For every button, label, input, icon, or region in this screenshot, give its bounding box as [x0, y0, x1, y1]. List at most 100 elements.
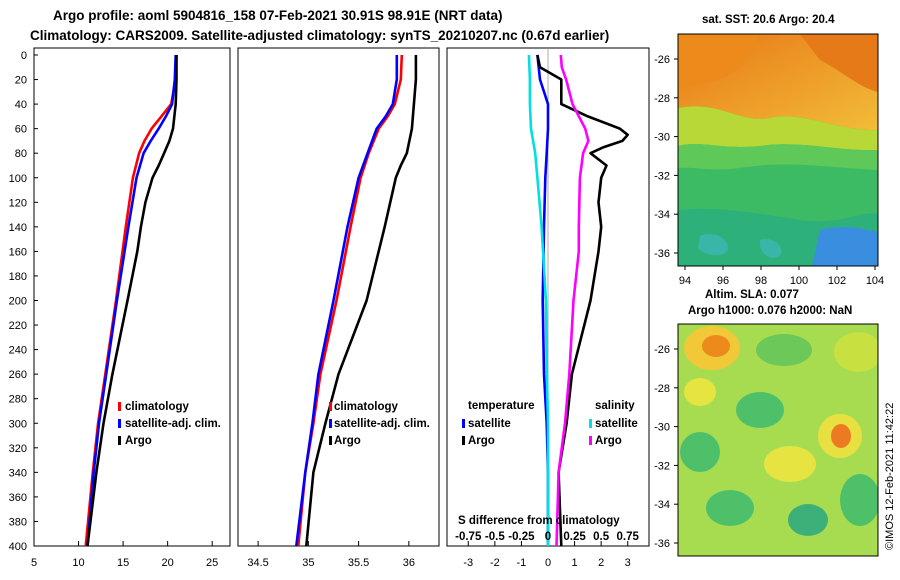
salinity-x-axis: 34.5 35 35.5 36 [247, 541, 415, 569]
legend-argo-swatch [329, 436, 332, 445]
legend-climatology-label: climatology [334, 401, 399, 413]
legend-temp-argo-label: Argo [468, 435, 495, 447]
sla-map-frame [677, 323, 879, 557]
climatology-line [84, 54, 178, 547]
map-y-tick-label: -30 [654, 422, 670, 434]
sst-map-x-axis: 94 96 98 100 102 104 [679, 266, 884, 287]
map-y-tick-label: -28 [654, 93, 670, 105]
salinity-lines [295, 54, 418, 547]
header-line1: Argo profile: aoml 5904816_158 07-Feb-20… [53, 8, 502, 23]
difference-lines [527, 48, 630, 547]
salinity-legend: climatology satellite-adj. clim. Argo [329, 401, 430, 447]
depth-tick-label: 360 [9, 492, 27, 504]
legend-sal-argo-label: Argo [595, 435, 622, 447]
legend-satellite-swatch [118, 419, 121, 428]
depth-tick-label: 60 [15, 124, 27, 136]
salinity-tick-label: -0.5 [485, 531, 505, 543]
temperature-x-axis: 5 10 15 20 25 [31, 541, 218, 569]
salinity-frame [237, 47, 440, 547]
sal-argo-line [555, 54, 590, 547]
map-y-tick-label: -26 [654, 54, 670, 66]
depth-tick-label: 20 [15, 75, 27, 87]
legend-satellite-label: satellite-adj. clim. [125, 418, 221, 430]
satellite-line [295, 55, 399, 547]
depth-tick-label: 200 [9, 296, 27, 308]
map-y-tick-label: -30 [654, 132, 670, 144]
legend-sal-argo-swatch [589, 436, 592, 445]
depth-tick-label: 40 [15, 99, 27, 111]
sla-map-y-axis: -26 -28 -30 -32 -34 -36 [654, 344, 678, 550]
salinity-diff-ticks: -0.75 -0.5 -0.25 0 0.25 0.5 0.75 [455, 531, 639, 543]
legend-climatology-swatch [118, 402, 121, 411]
x-tick-label: -3 [463, 557, 473, 569]
legend-satellite-swatch [329, 419, 332, 428]
map-x-tick-label: 100 [790, 275, 808, 287]
sst-map-title: sat. SST: 20.6 Argo: 20.4 [702, 14, 835, 26]
map-y-tick-label: -34 [654, 209, 670, 221]
map-x-tick-label: 96 [717, 275, 729, 287]
x-tick-label: 10 [72, 557, 84, 569]
salinity-tick-label: 0.5 [593, 531, 610, 543]
map-x-tick-label: 102 [828, 275, 846, 287]
depth-tick-label: 160 [9, 246, 27, 258]
temp-argo-line [536, 54, 630, 547]
temperature-panel: 0 20 40 60 80 100 120 140 160 180 200 220 240 260 280 3… [9, 47, 231, 569]
depth-tick-label: 0 [21, 50, 27, 62]
legend-sal-satellite-swatch [589, 419, 592, 428]
sla-map-title-1: Altim. SLA: 0.077 [705, 289, 799, 301]
difference-xlabel: S difference from climatology [458, 515, 620, 527]
salinity-tick-label: 0.75 [617, 531, 640, 543]
legend-temp-satellite-label: satellite [468, 418, 511, 430]
salinity-tick-label: -0.75 [455, 531, 482, 543]
x-tick-label: 5 [31, 557, 37, 569]
salinity-tick-label: 0.25 [563, 531, 586, 543]
x-tick-label: -2 [490, 557, 500, 569]
header-line2: Climatology: CARS2009. Satellite-adjuste… [30, 28, 609, 43]
map-y-tick-label: -26 [654, 344, 670, 356]
legend-argo-label: Argo [125, 435, 152, 447]
map-y-tick-label: -36 [654, 248, 670, 260]
satellite-line [86, 54, 177, 547]
depth-tick-label: 260 [9, 369, 27, 381]
sst-map-y-axis: -26 -28 -30 -32 -34 -36 [654, 54, 678, 260]
legend-temperature-heading: temperature [468, 400, 534, 412]
legend-salinity-heading: salinity [595, 400, 635, 412]
x-tick-label: 0 [545, 557, 551, 569]
x-tick-label: 20 [162, 557, 174, 569]
depth-tick-label: 100 [9, 173, 27, 185]
depth-tick-label: 380 [9, 516, 27, 528]
salinity-panel: 34.5 35 35.5 36 climatology satellite-adj. … [237, 47, 440, 569]
depth-tick-label: 220 [9, 320, 27, 332]
temperature-diff-legend: temperature satellite Argo [462, 400, 534, 447]
legend-temp-argo-swatch [462, 436, 465, 445]
legend-argo-label: Argo [334, 435, 361, 447]
difference-panel: -3 -2 -1 0 1 2 3 temperature satellite Argo sa… [446, 47, 650, 569]
imos-stamp: ©IMOS 12-Feb-2021 11:42:22 [884, 403, 896, 550]
map-y-tick-label: -36 [654, 538, 670, 550]
salinity-tick-label: 0 [545, 531, 551, 543]
x-tick-label: 1 [572, 557, 578, 569]
sla-map-title-2: Argo h1000: 0.076 h2000: NaN [688, 305, 852, 317]
map-y-tick-label: -32 [654, 460, 670, 472]
depth-tick-label: 300 [9, 418, 27, 430]
sst-map: sat. SST: 20.6 Argo: 20.4 -26 -28 -30 -32 -3… [654, 14, 884, 287]
x-tick-label: 35.5 [348, 557, 369, 569]
temperature-legend: climatology satellite-adj. clim. Argo [118, 401, 221, 447]
x-tick-label: 3 [625, 557, 631, 569]
x-tick-label: 34.5 [247, 557, 268, 569]
depth-axis: 0 20 40 60 80 100 120 140 160 180 200 220 240 260 280 3… [9, 50, 38, 553]
depth-tick-label: 340 [9, 467, 27, 479]
x-tick-label: 36 [403, 557, 415, 569]
depth-tick-label: 320 [9, 443, 27, 455]
legend-sal-satellite-label: satellite [595, 418, 638, 430]
map-x-tick-label: 104 [866, 275, 884, 287]
depth-tick-label: 280 [9, 394, 27, 406]
map-y-tick-label: -28 [654, 383, 670, 395]
map-x-tick-label: 94 [679, 275, 691, 287]
temperature-lines [84, 54, 178, 547]
x-tick-label: 25 [206, 557, 218, 569]
map-y-tick-label: -32 [654, 170, 670, 182]
legend-argo-swatch [118, 436, 121, 445]
sla-map-image [678, 324, 878, 556]
